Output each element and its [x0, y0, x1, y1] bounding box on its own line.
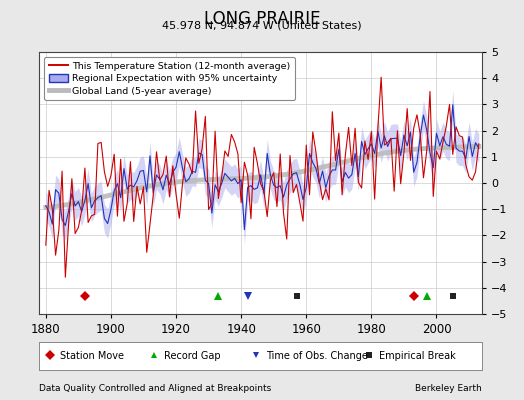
- Text: Record Gap: Record Gap: [164, 351, 221, 361]
- Text: Empirical Break: Empirical Break: [379, 351, 456, 361]
- Text: Data Quality Controlled and Aligned at Breakpoints: Data Quality Controlled and Aligned at B…: [39, 384, 271, 393]
- Text: Berkeley Earth: Berkeley Earth: [416, 384, 482, 393]
- Legend: This Temperature Station (12-month average), Regional Expectation with 95% uncer: This Temperature Station (12-month avera…: [44, 57, 296, 100]
- Text: 45.978 N, 94.874 W (United States): 45.978 N, 94.874 W (United States): [162, 21, 362, 31]
- Text: Time of Obs. Change: Time of Obs. Change: [266, 351, 368, 361]
- Text: LONG PRAIRIE: LONG PRAIRIE: [204, 10, 320, 28]
- Text: Station Move: Station Move: [60, 351, 124, 361]
